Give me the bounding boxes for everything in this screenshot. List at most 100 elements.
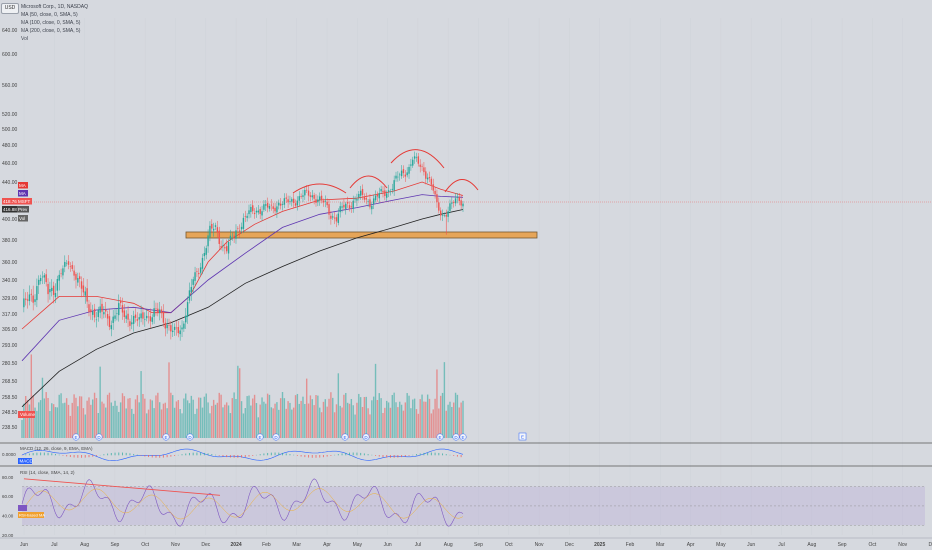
macd-histogram-bar <box>367 454 369 456</box>
macd-histogram-bar <box>319 455 321 458</box>
macd-histogram-bar <box>81 455 83 458</box>
candle-body <box>259 209 261 214</box>
candle-body <box>153 308 155 317</box>
volume-bar <box>335 404 338 438</box>
head-shoulders-arcs[interactable] <box>292 149 479 194</box>
volume-bar <box>332 397 334 438</box>
candle-body <box>188 290 191 301</box>
volume-bar <box>337 373 340 438</box>
candle-body <box>209 225 211 238</box>
volume-bar <box>175 401 178 438</box>
volume-bar <box>88 397 90 438</box>
volume-bar <box>227 405 230 438</box>
moving-averages <box>21 181 464 408</box>
candle-body <box>395 175 397 179</box>
volume-bar <box>402 410 405 438</box>
volume-bar <box>283 398 286 438</box>
volume-bar <box>43 398 46 438</box>
month-label: Aug <box>444 542 453 548</box>
volume-bar <box>315 395 317 438</box>
volume-bar <box>330 392 332 438</box>
volume-bar <box>26 399 29 438</box>
candle-body <box>157 308 159 313</box>
volume-bar <box>410 408 412 438</box>
macd-histogram-bar <box>88 455 90 458</box>
volume-bar <box>58 394 60 438</box>
volume-bar <box>75 397 77 438</box>
ma-line-200 <box>21 209 464 408</box>
volume-bar <box>391 395 393 438</box>
candle-body <box>333 217 336 219</box>
volume-bar <box>101 401 103 438</box>
volume-bar <box>400 404 403 438</box>
volume-bar <box>358 393 360 438</box>
candle-body <box>73 270 75 276</box>
volume-bar <box>103 403 105 438</box>
currency-badge[interactable]: USD <box>1 3 19 14</box>
volume-bar <box>235 398 237 438</box>
volume-bar <box>436 369 438 438</box>
candle-body <box>207 235 209 247</box>
volume-bar <box>372 396 375 438</box>
volume-bar <box>380 398 382 438</box>
candle-body <box>173 326 176 330</box>
volume-bar <box>151 400 153 438</box>
candle-body <box>172 330 174 333</box>
candle-body <box>26 299 29 301</box>
macd-histogram-bar <box>363 453 365 456</box>
macd-histogram-bar <box>241 455 243 458</box>
macd-histogram-bar <box>453 455 455 456</box>
indicator-vol-label[interactable]: Vol <box>21 36 28 42</box>
pattern-arc <box>390 149 445 169</box>
candle-body <box>39 278 42 282</box>
candle-body <box>339 206 341 213</box>
candle-body <box>292 198 295 203</box>
candle-body <box>54 293 57 298</box>
volume-bar <box>145 413 148 438</box>
volume-bar <box>99 366 101 438</box>
volume-bar <box>65 398 68 438</box>
macd-histogram-bar <box>84 455 86 458</box>
volume-bar <box>73 394 75 438</box>
volume-bar <box>244 408 246 438</box>
price-tick-label: 520.00 <box>2 112 18 118</box>
indicator-ma50-label[interactable]: MA (50, close, 0, SMA, 5) <box>21 12 78 18</box>
event-marker-label: D <box>454 435 458 440</box>
indicator-ma200-label[interactable]: MA (200, close, 0, SMA, 5) <box>21 28 81 34</box>
indicator-ma100-label[interactable]: MA (100, close, 0, SMA, 5) <box>21 20 81 26</box>
volume-bar <box>384 407 386 438</box>
macd-histogram-bar <box>330 455 332 456</box>
volume-bar <box>95 398 98 438</box>
candle-body <box>140 313 142 319</box>
candle-body <box>343 204 345 208</box>
macd-histogram-bar <box>140 455 142 456</box>
candle-body <box>439 210 442 216</box>
candle-body <box>121 305 124 313</box>
candle-body <box>456 196 459 198</box>
volume-bar <box>181 413 183 438</box>
volume-bar <box>285 408 287 438</box>
volume-bar <box>67 404 70 438</box>
grid <box>0 18 932 535</box>
macd-histogram-bar <box>40 452 42 456</box>
candle-body <box>158 309 161 314</box>
volume-bar <box>326 406 328 438</box>
volume-bar <box>320 412 323 438</box>
candle-body <box>274 207 276 212</box>
volume-bar <box>231 398 233 438</box>
candle-body <box>237 228 239 229</box>
candle-body <box>412 159 414 166</box>
candle-body <box>449 203 451 211</box>
volume-bar <box>106 394 109 438</box>
month-label: Feb <box>262 542 271 548</box>
candle-body <box>372 198 375 204</box>
candle-body <box>71 265 73 269</box>
price-tick-label: 640.00 <box>2 28 18 34</box>
month-label: Apr <box>687 542 695 548</box>
candle-body <box>346 202 349 204</box>
price-axis: 640.00 600.00 560.00 520.00 500.00 480.00 460.… <box>2 28 18 431</box>
support-zone[interactable] <box>185 231 538 239</box>
macd-histogram-bar <box>263 453 265 456</box>
